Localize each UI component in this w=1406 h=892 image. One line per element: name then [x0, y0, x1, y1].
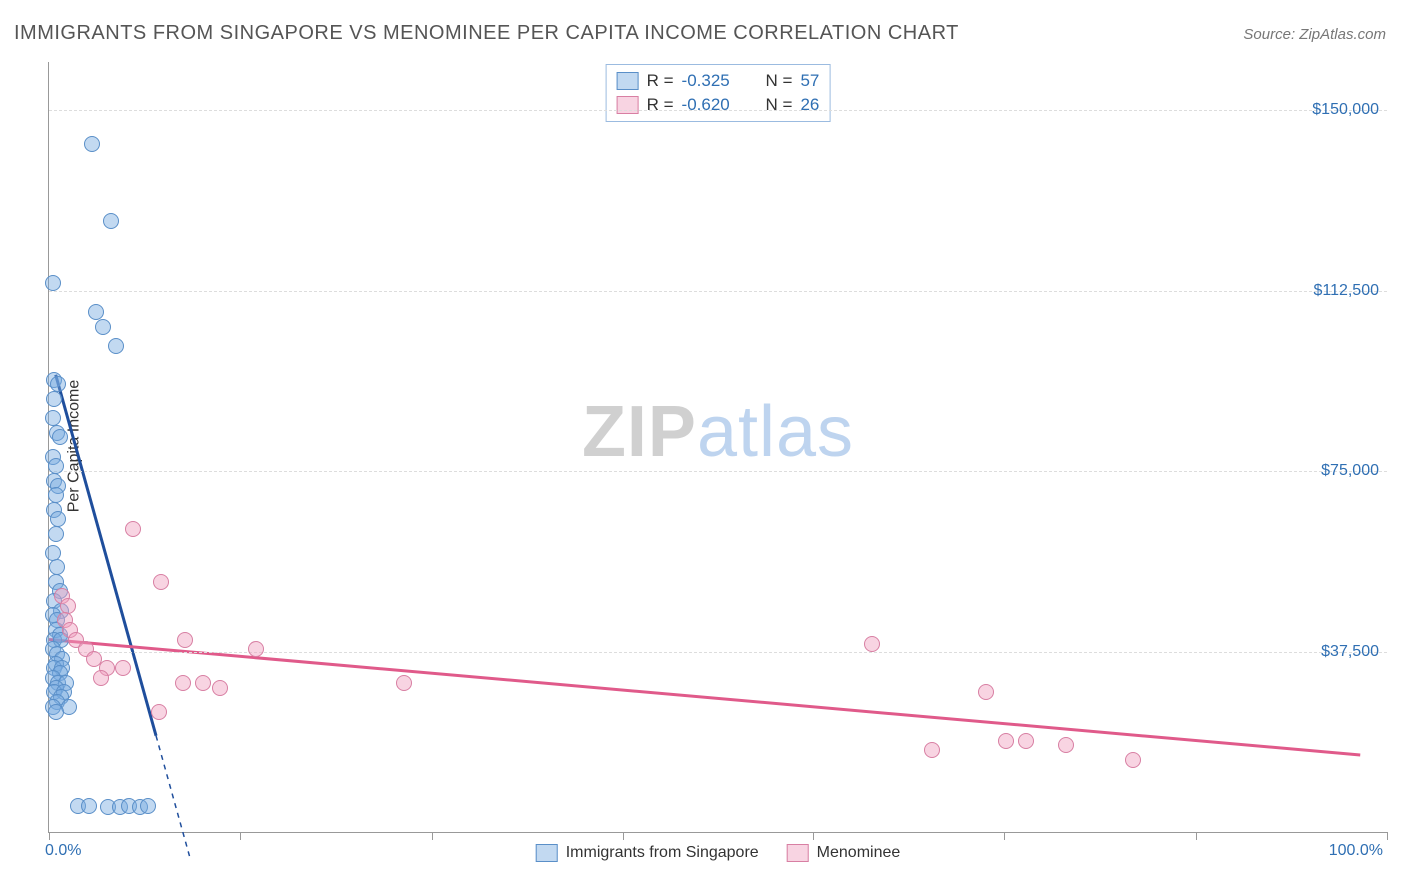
x-tick — [240, 832, 241, 840]
data-point-menominee — [177, 632, 193, 648]
legend-stats-row: R = -0.620 N = 26 — [617, 93, 820, 117]
x-tick — [1196, 832, 1197, 840]
legend-item-menominee: Menominee — [787, 844, 901, 862]
data-point-menominee — [924, 742, 940, 758]
legend-item-singapore: Immigrants from Singapore — [536, 844, 759, 862]
data-point-menominee — [115, 660, 131, 676]
x-tick — [49, 832, 50, 840]
data-point-menominee — [998, 733, 1014, 749]
data-point-menominee — [151, 704, 167, 720]
x-tick — [1387, 832, 1388, 840]
watermark-atlas: atlas — [697, 392, 854, 472]
n-label: N = — [766, 93, 793, 117]
r-label: R = — [647, 69, 674, 93]
data-point-singapore — [48, 458, 64, 474]
data-point-menominee — [93, 670, 109, 686]
data-point-menominee — [175, 675, 191, 691]
data-point-singapore — [45, 275, 61, 291]
x-tick — [432, 832, 433, 840]
chart-container: IMMIGRANTS FROM SINGAPORE VS MENOMINEE P… — [0, 0, 1406, 892]
data-point-menominee — [864, 636, 880, 652]
data-point-singapore — [88, 304, 104, 320]
data-point-menominee — [248, 641, 264, 657]
gridline — [49, 110, 1387, 111]
x-axis-max-label: 100.0% — [1329, 842, 1383, 860]
legend-swatch-menominee — [787, 844, 809, 862]
watermark-zip: ZIP — [582, 392, 697, 472]
legend-label-singapore: Immigrants from Singapore — [566, 844, 759, 862]
gridline — [49, 291, 1387, 292]
chart-title: IMMIGRANTS FROM SINGAPORE VS MENOMINEE P… — [14, 22, 959, 45]
n-value-singapore: 57 — [800, 69, 819, 93]
x-tick — [813, 832, 814, 840]
data-point-singapore — [48, 526, 64, 542]
legend-swatch-menominee — [617, 96, 639, 114]
legend-stats-row: R = -0.325 N = 57 — [617, 69, 820, 93]
y-tick-label: $150,000 — [1312, 101, 1379, 119]
x-tick — [623, 832, 624, 840]
data-point-singapore — [45, 410, 61, 426]
data-point-singapore — [95, 319, 111, 335]
source-credit: Source: ZipAtlas.com — [1243, 26, 1386, 43]
legend-swatch-singapore — [536, 844, 558, 862]
data-point-singapore — [48, 487, 64, 503]
data-point-menominee — [212, 680, 228, 696]
data-point-menominee — [153, 574, 169, 590]
y-tick-label: $112,500 — [1313, 282, 1379, 300]
data-point-singapore — [52, 429, 68, 445]
data-point-singapore — [84, 136, 100, 152]
data-point-singapore — [46, 391, 62, 407]
y-tick-label: $37,500 — [1321, 643, 1379, 661]
data-point-menominee — [1018, 733, 1034, 749]
source-label: Source: — [1243, 26, 1295, 43]
trend-line-menominee — [49, 640, 1360, 756]
r-value-singapore: -0.325 — [682, 69, 742, 93]
y-tick-label: $75,000 — [1321, 462, 1379, 480]
watermark: ZIPatlas — [582, 391, 854, 473]
trend-line-dash-singapore — [156, 736, 189, 856]
x-axis-min-label: 0.0% — [45, 842, 81, 860]
data-point-menominee — [125, 521, 141, 537]
n-label: N = — [766, 69, 793, 93]
data-point-menominee — [396, 675, 412, 691]
n-value-menominee: 26 — [800, 93, 819, 117]
r-value-menominee: -0.620 — [682, 93, 742, 117]
source-name[interactable]: ZipAtlas.com — [1299, 26, 1386, 43]
data-point-singapore — [48, 704, 64, 720]
gridline — [49, 471, 1387, 472]
data-point-singapore — [140, 798, 156, 814]
data-point-menominee — [1125, 752, 1141, 768]
r-label: R = — [647, 93, 674, 117]
trend-lines-layer — [49, 62, 1387, 832]
data-point-singapore — [49, 559, 65, 575]
data-point-menominee — [195, 675, 211, 691]
x-tick — [1004, 832, 1005, 840]
data-point-menominee — [978, 684, 994, 700]
data-point-menominee — [1058, 737, 1074, 753]
data-point-singapore — [103, 213, 119, 229]
legend-label-menominee: Menominee — [817, 844, 901, 862]
data-point-singapore — [81, 798, 97, 814]
legend-stats: R = -0.325 N = 57 R = -0.620 N = 26 — [606, 64, 831, 122]
legend-swatch-singapore — [617, 72, 639, 90]
legend-series: Immigrants from Singapore Menominee — [536, 844, 901, 862]
plot-area: ZIPatlas R = -0.325 N = 57 R = -0.620 N … — [48, 62, 1387, 833]
data-point-singapore — [108, 338, 124, 354]
data-point-singapore — [50, 511, 66, 527]
